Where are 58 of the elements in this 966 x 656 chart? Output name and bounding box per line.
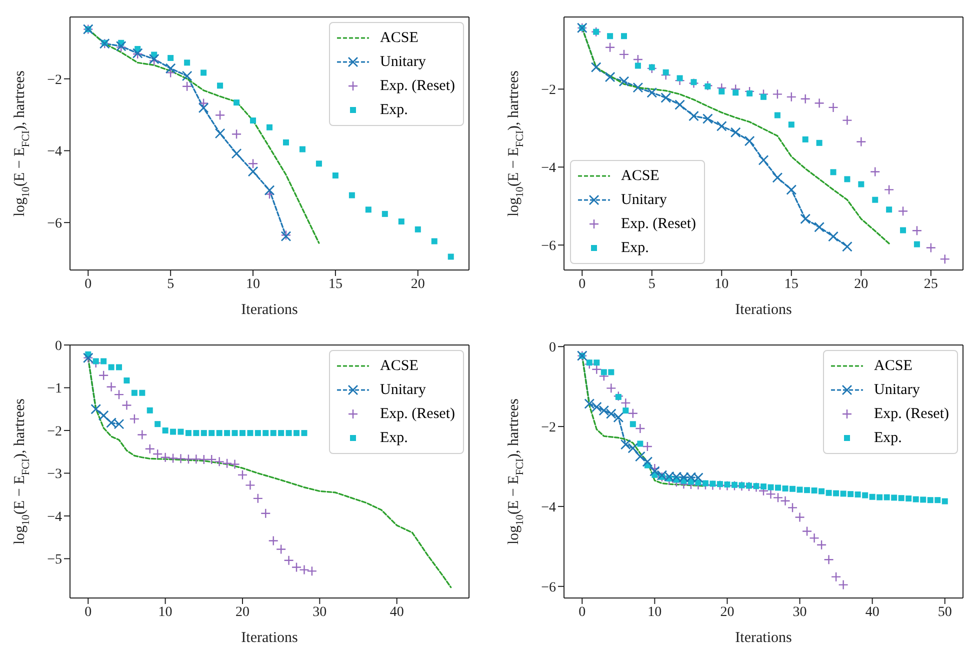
legend-label: Unitary [874,381,920,400]
y-tick-label: −3 [47,467,62,482]
y-tick-label: −2 [47,72,62,88]
y-tick-label: −6 [541,239,556,254]
x-axis-title: Iterations [241,302,298,318]
legend-label: Unitary [380,381,426,400]
y-tick-label: −4 [47,144,62,160]
y-tick-label: 0 [55,338,62,354]
x-tick-label: 50 [938,604,952,620]
y-tick-label: −4 [47,510,62,525]
x-axis-title: Iterations [735,630,792,646]
x-tick-label: 30 [792,604,807,620]
legend-label: Exp. [380,429,408,448]
x-tick-label: 40 [390,604,404,620]
x-tick-label: 30 [312,604,327,620]
x-tick-label: 20 [410,276,425,292]
x-tick-label: 20 [235,604,250,620]
legend-label: Exp. (Reset) [380,405,455,424]
y-tick-label: 0 [549,340,556,356]
x-tick-label: 10 [158,604,172,620]
legend-label: ACSE [621,167,660,186]
legend-label: Exp. [874,429,902,448]
x-tick-label: 20 [854,276,868,292]
y-tick-label: −2 [47,424,62,440]
x-tick-label: 25 [924,276,938,292]
x-tick-label: 0 [578,604,586,620]
legend-label: Exp. [380,101,408,120]
x-tick-label: 0 [578,276,586,292]
y-tick-label: −5 [47,552,62,568]
y-tick-label: −2 [541,83,556,98]
legend-label: ACSE [380,29,418,48]
x-tick-label: 10 [246,276,260,292]
x-tick-label: 10 [648,604,662,620]
legend-label: ACSE [380,357,418,376]
y-tick-label: −4 [541,500,556,516]
y-tick-label: −2 [541,420,556,436]
legend-label: Unitary [621,191,667,210]
legend-label: Exp. (Reset) [874,405,949,424]
x-tick-label: 15 [328,276,342,292]
x-tick-label: 20 [720,604,734,620]
legend-label: Exp. (Reset) [380,77,455,96]
x-tick-label: 0 [84,604,92,620]
x-tick-label: 5 [167,276,174,292]
legend-label: Exp. [621,239,649,258]
y-tick-label: −4 [541,161,556,176]
x-tick-label: 10 [714,276,729,292]
x-axis-title: Iterations [241,630,298,646]
x-axis-title: Iterations [735,302,792,318]
x-tick-label: 5 [648,276,656,292]
x-tick-label: 15 [784,276,798,292]
legend-label: ACSE [874,357,912,376]
y-tick-label: −6 [541,580,556,596]
legend-label: Unitary [380,53,426,72]
legend-label: Exp. (Reset) [621,215,696,234]
x-tick-label: 0 [84,276,92,292]
y-tick-label: −6 [47,216,62,232]
x-tick-label: 40 [865,604,880,620]
y-tick-label: −1 [47,382,62,397]
